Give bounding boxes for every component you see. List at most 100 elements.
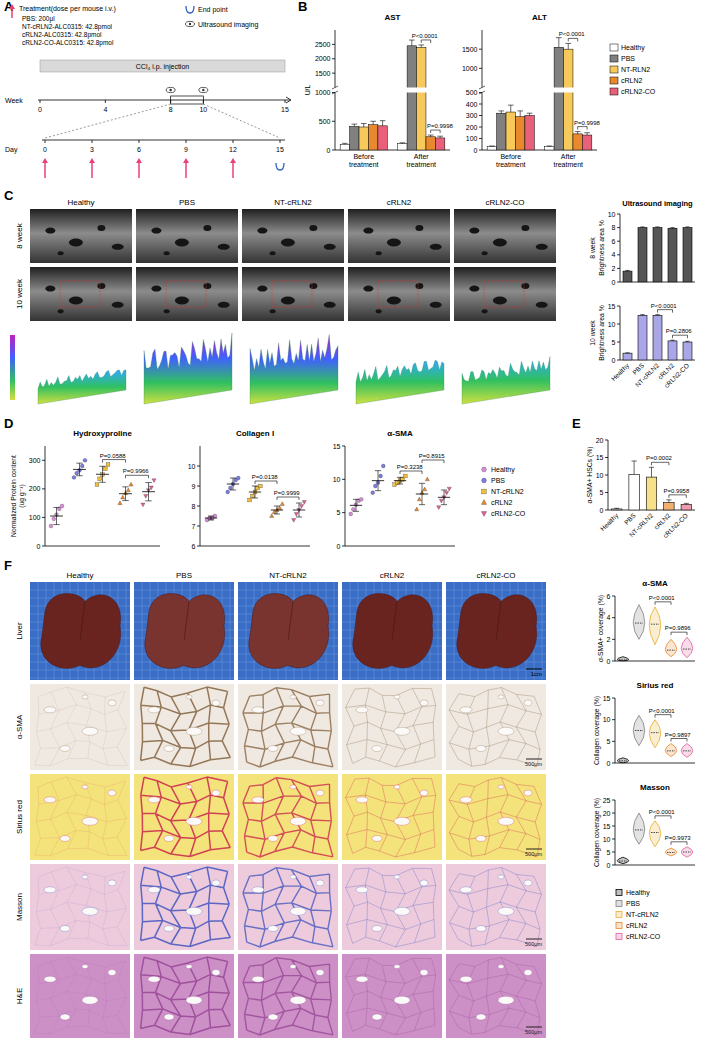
point xyxy=(80,464,84,468)
marks xyxy=(623,315,692,360)
eye xyxy=(186,21,195,26)
ultrasound-image xyxy=(348,209,450,263)
y-tick xyxy=(42,460,45,461)
median xyxy=(619,760,627,761)
bar xyxy=(683,342,692,360)
vessel xyxy=(44,976,56,982)
vessel xyxy=(394,727,410,735)
point xyxy=(75,471,79,475)
end-point-icon xyxy=(276,163,284,170)
label: P=0.2806 xyxy=(666,328,693,334)
point xyxy=(129,482,133,486)
vessel xyxy=(252,797,264,803)
y-tick xyxy=(617,268,620,269)
error-bar xyxy=(685,341,690,343)
error-bar xyxy=(655,226,660,228)
y-tick xyxy=(612,852,615,853)
label: 4 xyxy=(607,614,611,621)
fibrosis-network xyxy=(35,687,127,766)
vessel xyxy=(469,228,479,234)
legend-swatch xyxy=(610,66,618,73)
median xyxy=(651,732,659,733)
vessel xyxy=(387,238,401,246)
chart: 0510152025Collagen coverage (%)MassonP<0… xyxy=(593,783,695,869)
violin xyxy=(649,821,661,847)
median xyxy=(651,624,659,625)
day-tick xyxy=(139,140,140,143)
vessel xyxy=(316,880,324,886)
error-bar xyxy=(380,121,386,126)
vessel xyxy=(257,228,267,234)
y-tick xyxy=(197,466,200,467)
bar xyxy=(664,503,674,510)
label: P<0.0001 xyxy=(651,303,678,309)
photo-background xyxy=(342,582,442,680)
vessel xyxy=(372,926,382,932)
vessel xyxy=(281,296,295,304)
ultrasound-image xyxy=(454,209,556,263)
label: Collagen I xyxy=(236,429,274,438)
vessel xyxy=(372,836,382,842)
vessel xyxy=(521,225,529,231)
chart: 0246α-SMA+ coverage (%)α-SMAP<0.0001P=0.… xyxy=(597,579,695,665)
error-bar xyxy=(418,45,424,47)
label: 200 xyxy=(29,485,41,492)
y-axis xyxy=(482,30,483,88)
label: Brightness area % xyxy=(598,305,606,361)
photo-grid xyxy=(30,582,130,680)
y-tick xyxy=(612,698,615,699)
vessel xyxy=(460,797,472,803)
marks xyxy=(623,227,692,282)
label: Ultrasound imaging xyxy=(622,199,693,208)
violin xyxy=(617,657,629,661)
error-bar xyxy=(625,352,630,353)
bracket xyxy=(400,471,422,474)
label: Beforetreatment xyxy=(349,153,379,168)
x-axis xyxy=(345,546,455,547)
bar xyxy=(564,49,573,150)
vessel xyxy=(44,707,56,713)
roi xyxy=(166,281,206,307)
chart: 05101520α-SMA+ HSCs (%)HealthyPBSNT-cRLN… xyxy=(586,437,695,540)
median xyxy=(619,659,627,660)
violin xyxy=(649,607,661,645)
vessel xyxy=(186,965,192,969)
vessel xyxy=(151,286,161,292)
bar xyxy=(668,341,677,360)
label: P=0.9966 xyxy=(123,468,150,474)
vessel xyxy=(324,244,336,250)
vessel xyxy=(430,244,442,250)
error-bar xyxy=(122,487,128,501)
bar xyxy=(629,474,639,510)
arrow-shaft xyxy=(91,162,93,178)
vessel xyxy=(316,969,324,975)
scale-bar xyxy=(526,759,542,760)
bracket xyxy=(578,127,587,130)
colorbar xyxy=(10,335,15,400)
legend-marker xyxy=(482,478,487,483)
label: Beforetreatment xyxy=(496,153,526,168)
y-tick xyxy=(479,115,482,116)
vessel xyxy=(60,1014,70,1020)
y-tick xyxy=(197,486,200,487)
label: Ultrasound imaging xyxy=(198,21,258,29)
label: 10 xyxy=(188,463,196,470)
arrow-shaft xyxy=(185,162,187,178)
chart: 05101510 weekBrightness area %HealthyPBS… xyxy=(589,303,695,390)
label: 15 xyxy=(608,303,616,310)
vessel xyxy=(186,875,192,879)
photo-grid xyxy=(238,582,338,680)
y-axis xyxy=(200,446,201,546)
treatment-arrow xyxy=(42,158,48,178)
bar xyxy=(350,126,359,150)
median xyxy=(667,852,675,853)
violin xyxy=(633,715,645,745)
label: 10 xyxy=(199,106,207,113)
surface-plot xyxy=(38,370,126,404)
vessel xyxy=(290,965,296,969)
fibrosis-network xyxy=(449,868,542,947)
vessel xyxy=(212,700,220,706)
violin xyxy=(681,847,693,857)
vessel xyxy=(420,790,428,796)
legend-marker xyxy=(481,500,486,505)
